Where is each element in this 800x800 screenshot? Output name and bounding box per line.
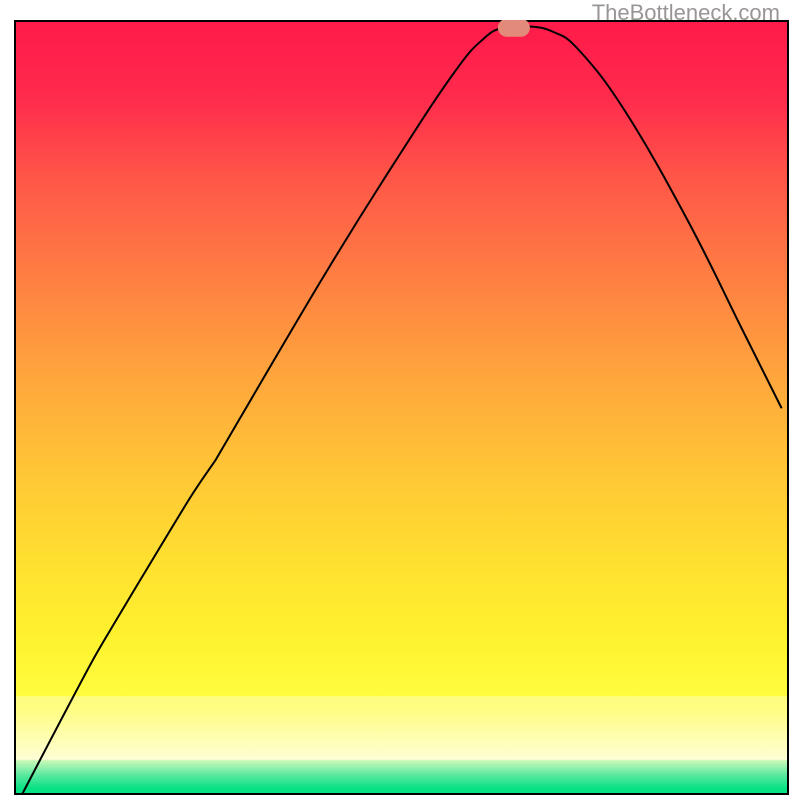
chart-background: [15, 21, 788, 794]
optimal-marker: [498, 20, 530, 37]
watermark-text: TheBottleneck.com: [592, 0, 780, 26]
chart-svg: [14, 20, 789, 795]
bottleneck-chart: [14, 20, 789, 795]
